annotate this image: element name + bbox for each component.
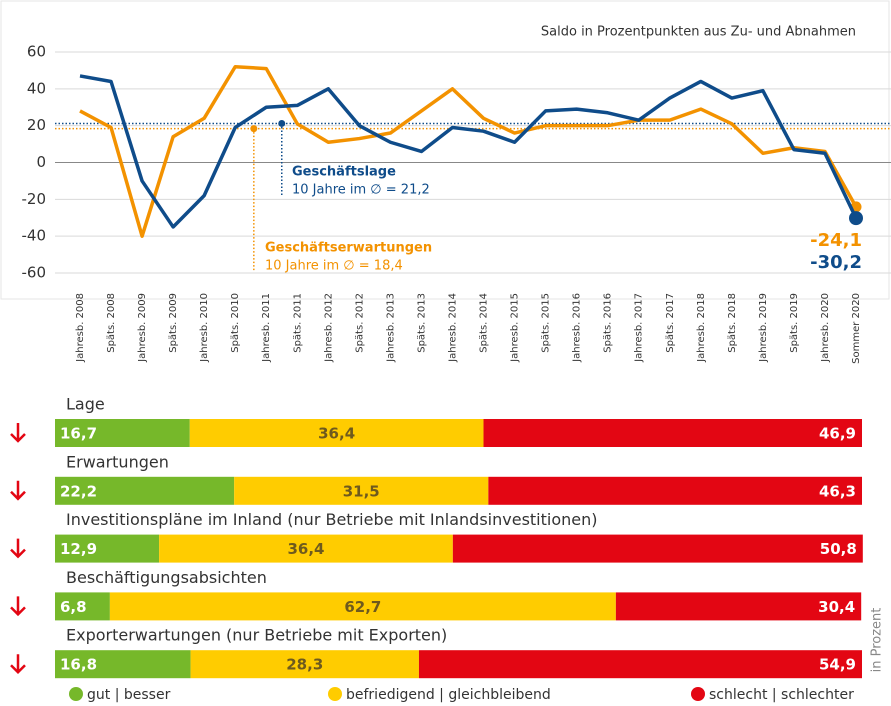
category-label: Exporterwartungen (nur Betriebe mit Expo… — [66, 626, 447, 645]
subtitle: Saldo in Prozentpunkten aus Zu- und Abna… — [541, 25, 856, 40]
category-label: Beschäftigungsabsichten — [66, 568, 267, 587]
y-tick-label: -20 — [22, 190, 47, 208]
legend-label: gut | besser — [87, 687, 171, 703]
x-tick-label: Jahresb. 2009 — [137, 293, 148, 363]
x-tick-label: Späts. 2019 — [789, 293, 800, 353]
bar-segment — [159, 534, 453, 563]
annotation-title: Geschäftslage — [292, 165, 396, 180]
value-label: 31,5 — [343, 482, 380, 500]
x-tick-label: Späts. 2010 — [230, 293, 241, 353]
x-tick-label: Jahresb. 2010 — [199, 293, 210, 363]
value-label: 54,9 — [819, 656, 856, 674]
category-label: Erwartungen — [66, 452, 169, 471]
x-tick-label: Jahresb. 2011 — [261, 293, 272, 363]
bar-segment — [488, 476, 862, 505]
value-label: 16,7 — [60, 425, 97, 443]
x-tick-label: Späts. 2012 — [354, 293, 365, 353]
value-label: 16,8 — [60, 656, 97, 674]
x-tick-label: Späts. 2018 — [727, 293, 738, 353]
legend-swatch — [328, 687, 342, 701]
bar-segment — [418, 650, 862, 679]
bar-segment — [55, 534, 160, 563]
value-label: -24,1 — [810, 230, 862, 251]
x-tick-label: Späts. 2016 — [603, 293, 614, 353]
trend-arrow — [10, 538, 26, 559]
bar-segment — [483, 419, 862, 447]
bar-segment — [55, 650, 191, 679]
legend-label: befriedigend | gleichbleibend — [346, 687, 551, 703]
y-tick-label: 0 — [36, 153, 46, 171]
trend-arrow — [10, 480, 26, 501]
category-label: Investitionspläne im Inland (nur Betrieb… — [66, 510, 598, 529]
trend-arrow — [10, 596, 26, 617]
value-label: 46,9 — [819, 425, 856, 443]
x-tick-label: Jahresb. 2008 — [75, 293, 86, 363]
y-tick-label: 60 — [27, 43, 46, 61]
x-tick-label: Jahresb. 2020 — [820, 293, 831, 363]
x-tick-label: Jahresb. 2013 — [385, 293, 396, 363]
average-marker — [250, 125, 258, 133]
bar-segment — [190, 650, 419, 679]
value-label: 12,9 — [60, 540, 97, 558]
line — [79, 64, 858, 238]
category-label: Lage — [66, 395, 105, 414]
trend-arrow — [10, 654, 26, 674]
legend-swatch — [69, 687, 83, 701]
x-tick-label: Späts. 2017 — [665, 293, 676, 353]
x-tick-label: Jahresb. 2015 — [510, 293, 521, 363]
x-tick-label: Jahresb. 2012 — [323, 293, 334, 363]
bar-segment — [55, 592, 110, 621]
bar-segment — [234, 476, 489, 505]
value-label: 30,4 — [818, 598, 855, 616]
y-tick-label: -40 — [22, 227, 47, 245]
x-tick-label: Jahresb. 2019 — [758, 293, 769, 363]
value-label: 6,8 — [60, 598, 87, 616]
x-tick-label: Späts. 2013 — [416, 293, 427, 353]
annotation-title: Geschäftserwartungen — [265, 241, 432, 256]
annotation-text: 10 Jahre im ∅ = 18,4 — [265, 259, 403, 274]
x-tick-label: Sommer 2020 — [851, 293, 862, 364]
y-tick-label: 20 — [27, 116, 46, 134]
axis-label: in Prozent — [870, 608, 885, 673]
bar-segment — [55, 476, 235, 505]
x-tick-label: Späts. 2011 — [292, 293, 303, 353]
end-marker — [849, 211, 863, 226]
x-tick-label: Jahresb. 2016 — [572, 293, 583, 363]
value-label: 46,3 — [819, 482, 856, 500]
average-marker — [278, 119, 286, 127]
bar-segment — [615, 592, 862, 621]
x-tick-label: Jahresb. 2017 — [634, 293, 645, 363]
legend-swatch — [691, 687, 705, 701]
bar-segment — [452, 534, 863, 563]
x-tick-label: Späts. 2008 — [106, 293, 117, 353]
x-tick-label: Späts. 2015 — [541, 293, 552, 353]
trend-arrow — [10, 423, 26, 443]
x-tick-label: Jahresb. 2018 — [696, 293, 707, 363]
legend-label: schlecht | schlechter — [709, 687, 854, 703]
value-label: 28,3 — [286, 656, 323, 674]
bar-segment — [189, 419, 484, 447]
y-tick-label: -60 — [22, 264, 47, 282]
line — [79, 74, 858, 229]
bar-segment — [55, 419, 190, 447]
x-tick-label: Späts. 2014 — [479, 293, 490, 353]
x-tick-label: Späts. 2009 — [168, 293, 179, 353]
value-label: -30,2 — [810, 252, 862, 273]
bar-segment — [109, 592, 616, 621]
value-label: 62,7 — [344, 598, 381, 616]
annotation-text: 10 Jahre im ∅ = 21,2 — [292, 183, 430, 198]
y-tick-label: 40 — [27, 79, 46, 97]
value-label: 50,8 — [820, 540, 857, 558]
value-label: 36,4 — [287, 540, 324, 558]
frame — [0, 0, 890, 300]
value-label: 36,4 — [318, 425, 355, 443]
x-tick-label: Jahresb. 2014 — [447, 293, 458, 363]
value-label: 22,2 — [60, 482, 97, 500]
